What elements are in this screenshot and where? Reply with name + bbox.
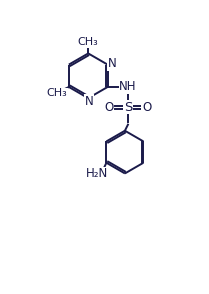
Text: N: N [85, 95, 94, 108]
Text: O: O [142, 101, 151, 114]
Text: S: S [124, 101, 132, 114]
Text: CH₃: CH₃ [46, 88, 67, 98]
Text: CH₃: CH₃ [78, 37, 99, 47]
Text: H₂N: H₂N [86, 168, 108, 181]
Text: NH: NH [119, 81, 137, 93]
Text: N: N [108, 57, 116, 70]
Text: O: O [105, 101, 114, 114]
